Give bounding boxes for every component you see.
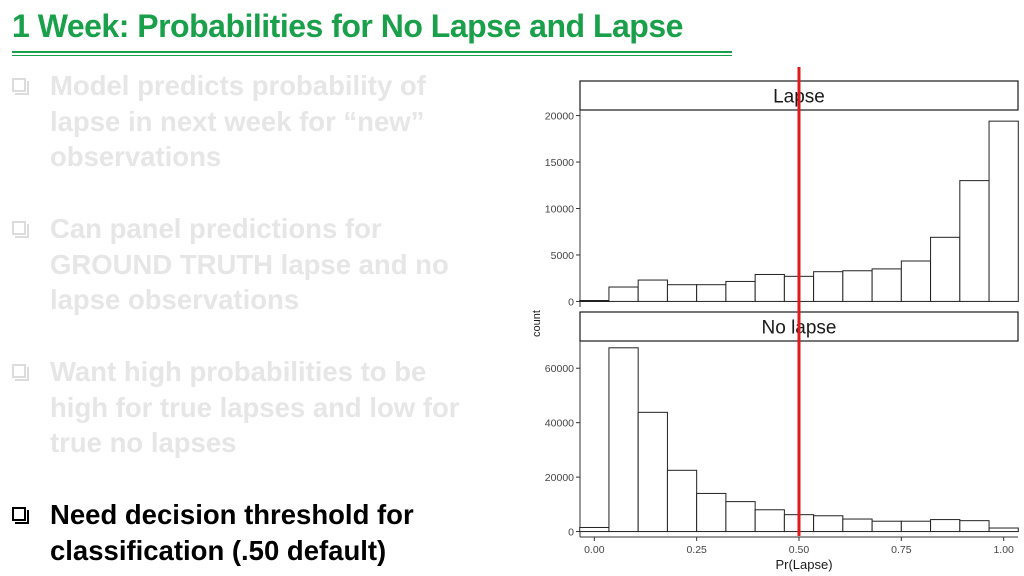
x-tick-label: 0.50: [789, 544, 810, 556]
bullet-item: Want high probabilities to be high for t…: [10, 354, 480, 461]
histogram-bar: [608, 347, 639, 533]
checkbox-bullet-icon: [12, 221, 29, 238]
bullet-text: Need decision threshold for classificati…: [50, 499, 414, 566]
histogram-bar: [754, 273, 785, 302]
histogram-bar: [988, 527, 1019, 533]
histogram-bar: [608, 286, 639, 302]
histogram-bar: [842, 270, 873, 302]
y-tick-label: 60000: [545, 363, 574, 375]
histogram-bar: [988, 120, 1019, 302]
y-tick-label: 10000: [545, 204, 574, 216]
histogram-bar: [696, 492, 727, 533]
y-tick-label: 20000: [545, 111, 574, 123]
bullet-text: Want high probabilities to be high for t…: [50, 356, 460, 458]
x-tick-label: 0.25: [686, 544, 707, 556]
checkbox-bullet-icon: [12, 364, 29, 381]
title-underline: [12, 51, 732, 53]
histogram-bar: [842, 518, 873, 533]
y-tick-label: 40000: [545, 418, 574, 430]
y-tick-label: 0: [568, 527, 574, 539]
y-tick-label: 0: [568, 296, 574, 308]
x-tick-label: 1.00: [993, 544, 1014, 556]
histogram-bar: [900, 260, 932, 302]
bullet-item-active: Need decision threshold for classificati…: [10, 497, 480, 568]
bullet-item: Can panel predictions for GROUND TRUTH l…: [10, 211, 480, 318]
histogram-bar: [666, 469, 698, 533]
bullet-text: Model predicts probability of lapse in n…: [50, 70, 426, 172]
histogram-bar: [725, 501, 756, 533]
x-tick-label: 0.00: [584, 544, 605, 556]
histogram-bar: [754, 509, 785, 533]
histogram-bar: [930, 236, 961, 302]
histogram-bar: [637, 279, 668, 302]
histogram-bar: [637, 411, 668, 533]
histogram-bar: [579, 299, 610, 302]
y-axis-title: count: [531, 310, 543, 337]
y-tick-label: 5000: [551, 250, 575, 262]
histogram-bar: [900, 520, 932, 533]
histogram-bar: [696, 284, 727, 302]
y-tick-label: 20000: [545, 472, 574, 484]
histogram-bar: [871, 520, 902, 533]
histogram-bar: [959, 180, 990, 302]
histogram-bar: [579, 526, 610, 533]
slide-title: 1 Week: Probabilities for No Lapse and L…: [12, 8, 683, 44]
histogram-bar: [813, 271, 844, 302]
checkbox-bullet-icon: [12, 78, 29, 95]
histogram-bar: [871, 268, 902, 302]
bullet-item: Model predicts probability of lapse in n…: [10, 68, 480, 175]
title-underline-thin: [12, 55, 732, 56]
x-tick-label: 0.75: [891, 544, 912, 556]
histogram-bar: [930, 519, 961, 533]
histogram-bar: [725, 280, 756, 302]
histogram-bar: [959, 520, 990, 533]
x-axis-title: Pr(Lapse): [775, 557, 832, 572]
bullet-text: Can panel predictions for GROUND TRUTH l…: [50, 213, 449, 315]
checkbox-bullet-icon: [12, 507, 29, 524]
y-tick-label: 15000: [545, 157, 574, 169]
histogram-bar: [813, 515, 844, 533]
histogram-bar: [666, 284, 698, 302]
